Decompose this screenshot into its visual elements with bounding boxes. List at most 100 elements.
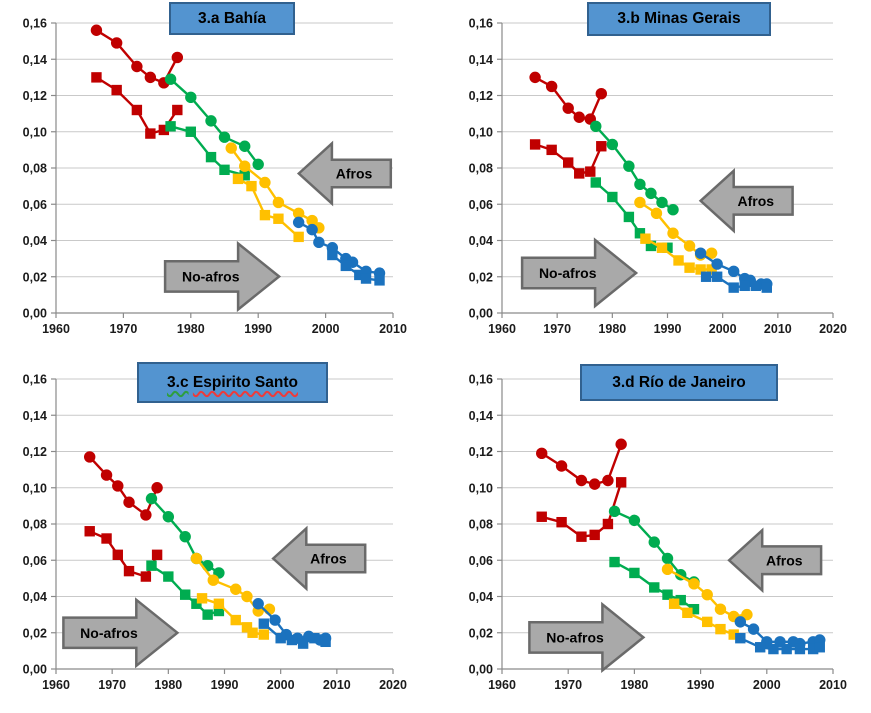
marker-square-noafros-blue — [360, 273, 372, 284]
marker-square-noafros-red — [172, 104, 183, 116]
marker-circle-afros-yellow — [705, 247, 718, 259]
afros-arrow[interactable]: Afros — [271, 525, 367, 592]
y-tick-label: 0,10 — [23, 481, 47, 495]
marker-circle-afros-red — [588, 478, 601, 490]
x-tick-label: 1960 — [488, 322, 516, 336]
afros-arrow-label: Afros — [310, 551, 347, 567]
marker-square-noafros-green — [649, 582, 660, 593]
x-tick-label: 2020 — [379, 678, 407, 692]
block-arrow-shape[interactable] — [271, 525, 367, 592]
marker-circle-afros-green — [162, 511, 175, 523]
marker-circle-afros-blue — [734, 616, 747, 628]
marker-square-noafros-yellow — [232, 173, 244, 185]
x-tick-label: 2000 — [709, 322, 737, 336]
x-tick-label: 2000 — [753, 678, 781, 692]
marker-circle-afros-green — [645, 187, 657, 200]
chart-title-a[interactable]: 3.a Bahía — [169, 2, 295, 35]
marker-square-noafros-blue — [761, 282, 772, 293]
marker-square-noafros-green — [163, 571, 174, 582]
marker-square-noafros-yellow — [684, 262, 695, 273]
block-arrow-shape[interactable] — [528, 601, 646, 674]
y-tick-label: 0,16 — [23, 17, 47, 31]
y-tick-label: 0,14 — [469, 53, 493, 67]
afros-arrow[interactable]: Afros — [727, 527, 823, 594]
marker-square-noafros-blue — [275, 632, 286, 644]
marker-square-noafros-yellow — [640, 233, 651, 244]
marker-circle-afros-yellow — [650, 207, 663, 220]
marker-circle-afros-blue — [711, 258, 723, 270]
marker-circle-afros-blue — [728, 265, 740, 278]
x-tick-label: 2020 — [819, 322, 847, 336]
marker-square-noafros-green — [675, 594, 686, 606]
chart-title-c[interactable]: 3.c Espirito Santo — [137, 362, 328, 403]
marker-circle-afros-green — [218, 131, 231, 143]
block-arrow-shape[interactable] — [520, 237, 639, 309]
x-tick-label: 1990 — [211, 678, 239, 692]
marker-square-noafros-yellow — [258, 629, 270, 640]
y-tick-label: 0,16 — [469, 373, 493, 387]
marker-square-noafros-blue — [297, 638, 309, 649]
no-afros-arrow[interactable]: No-afros — [62, 597, 180, 669]
marker-square-noafros-green — [213, 605, 225, 617]
marker-circle-afros-red — [555, 460, 568, 472]
block-arrow-shape[interactable] — [296, 140, 393, 207]
chart-title-b[interactable]: 3.b Minas Gerais — [587, 2, 771, 36]
marker-square-noafros-yellow — [702, 616, 713, 628]
y-tick-label: 0,10 — [469, 481, 493, 495]
chart-title-d[interactable]: 3.d Río de Janeiro — [580, 364, 778, 401]
marker-circle-afros-red — [100, 469, 113, 481]
no-afros-arrow-label: No-afros — [539, 265, 597, 281]
marker-circle-afros-green — [205, 115, 217, 127]
marker-square-noafros-blue — [354, 269, 365, 281]
marker-circle-afros-red — [171, 51, 184, 64]
no-afros-arrow[interactable]: No-afros — [528, 601, 646, 674]
marker-square-noafros-red — [123, 565, 135, 577]
chart-title-text: 3.d Río de Janeiro — [612, 373, 746, 391]
marker-square-noafros-blue — [320, 636, 331, 648]
marker-square-noafros-red — [145, 128, 156, 139]
marker-circle-afros-red — [575, 474, 588, 487]
y-tick-label: 0,04 — [469, 234, 493, 248]
marker-square-noafros-yellow — [673, 255, 684, 266]
marker-square-noafros-green — [191, 598, 202, 609]
marker-square-noafros-yellow — [668, 598, 680, 609]
marker-circle-afros-green — [185, 91, 197, 104]
marker-square-noafros-green — [645, 240, 657, 252]
chart-canvas-d: 0,00 0,02 0,04 0,06 0,08 0,10 0,12 0,14 0,16 1960… — [469, 373, 847, 693]
y-tick-label: 0,04 — [469, 590, 493, 604]
x-tick-label: 1970 — [554, 678, 582, 692]
afros-arrow-label: Afros — [766, 552, 803, 568]
marker-square-noafros-red — [158, 124, 170, 136]
marker-square-noafros-blue — [711, 271, 723, 282]
y-tick-label: 0,02 — [469, 270, 493, 284]
no-afros-arrow[interactable]: No-afros — [520, 237, 639, 309]
marker-circle-afros-yellow — [207, 574, 219, 586]
marker-square-noafros-yellow — [259, 209, 271, 221]
no-afros-arrow[interactable]: No-afros — [163, 240, 282, 313]
y-tick-label: 0,12 — [469, 445, 493, 459]
marker-square-noafros-green — [634, 228, 646, 239]
block-arrow-shape[interactable] — [698, 167, 794, 234]
marker-square-noafros-red — [140, 571, 152, 582]
y-tick-label: 0,04 — [23, 590, 47, 604]
y-tick-label: 0,08 — [469, 518, 493, 532]
marker-square-noafros-green — [219, 164, 230, 176]
marker-circle-afros-red — [536, 447, 548, 460]
y-tick-label: 0,06 — [469, 198, 493, 212]
marker-circle-afros-red — [131, 60, 143, 73]
block-arrow-shape[interactable] — [163, 240, 282, 313]
marker-square-noafros-blue — [807, 643, 819, 655]
marker-circle-afros-yellow — [272, 196, 285, 209]
x-tick-label: 1970 — [98, 678, 126, 692]
afros-arrow[interactable]: Afros — [296, 140, 393, 207]
afros-arrow[interactable]: Afros — [698, 167, 794, 234]
marker-square-noafros-red — [546, 144, 557, 156]
marker-circle-afros-red — [595, 87, 607, 100]
x-tick-label: 2000 — [312, 322, 340, 336]
marker-square-noafros-green — [179, 589, 191, 600]
marker-circle-afros-blue — [313, 236, 325, 249]
block-arrow-shape[interactable] — [62, 597, 180, 669]
marker-square-noafros-yellow — [682, 607, 693, 619]
block-arrow-shape[interactable] — [727, 527, 823, 594]
marker-square-noafros-yellow — [293, 231, 304, 243]
